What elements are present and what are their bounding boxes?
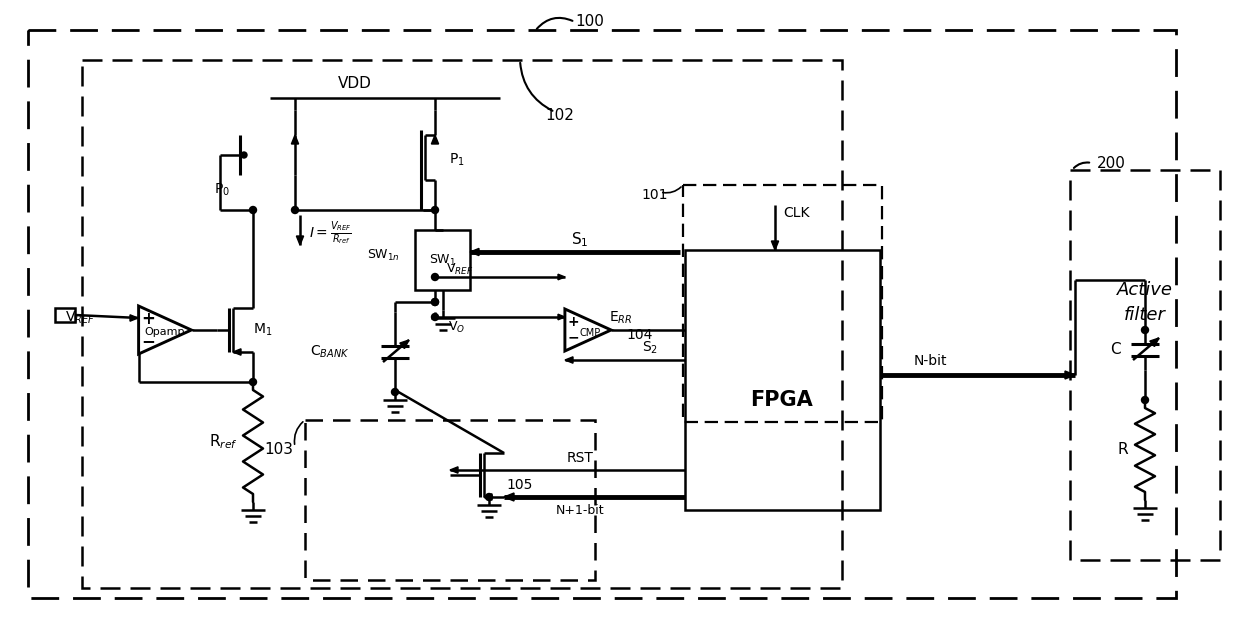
Text: V$_O$: V$_O$ xyxy=(449,320,465,335)
Text: 101: 101 xyxy=(642,188,668,202)
Circle shape xyxy=(241,152,247,158)
Polygon shape xyxy=(484,494,492,500)
Text: M$_1$: M$_1$ xyxy=(253,322,273,338)
Polygon shape xyxy=(771,241,779,250)
Text: R: R xyxy=(1117,443,1128,458)
Text: N-bit: N-bit xyxy=(913,354,947,368)
Polygon shape xyxy=(503,493,515,501)
Text: S$_2$: S$_2$ xyxy=(642,340,658,356)
Text: CMP: CMP xyxy=(579,328,600,338)
Text: SW$_{1n}$: SW$_{1n}$ xyxy=(367,247,399,263)
Polygon shape xyxy=(233,349,241,355)
Circle shape xyxy=(432,274,439,281)
Text: C: C xyxy=(1110,342,1120,357)
Polygon shape xyxy=(558,314,565,320)
Text: 103: 103 xyxy=(264,443,293,458)
Polygon shape xyxy=(432,135,439,144)
Polygon shape xyxy=(1149,338,1159,347)
Text: N+1-bit: N+1-bit xyxy=(556,504,604,517)
Text: SW$_1$: SW$_1$ xyxy=(429,252,456,268)
Text: $I{=}\frac{V_{REF}}{R_{ref}}$: $I{=}\frac{V_{REF}}{R_{ref}}$ xyxy=(309,219,351,247)
Polygon shape xyxy=(558,274,565,280)
Polygon shape xyxy=(130,315,138,321)
Polygon shape xyxy=(291,135,299,144)
Text: Active: Active xyxy=(1117,281,1173,299)
Text: V$_{REF}$: V$_{REF}$ xyxy=(446,261,474,276)
Text: +: + xyxy=(568,315,579,330)
Text: Opamp: Opamp xyxy=(145,327,185,337)
Text: −: − xyxy=(141,332,155,350)
Polygon shape xyxy=(470,249,479,256)
Circle shape xyxy=(432,313,439,320)
Text: filter: filter xyxy=(1125,306,1166,324)
Circle shape xyxy=(249,207,257,214)
Text: P$_1$: P$_1$ xyxy=(449,152,465,168)
Text: 100: 100 xyxy=(575,14,604,30)
Polygon shape xyxy=(565,357,573,363)
Circle shape xyxy=(1142,396,1148,404)
Text: VDD: VDD xyxy=(339,77,372,92)
Text: RST: RST xyxy=(567,451,594,465)
Circle shape xyxy=(432,298,439,305)
Circle shape xyxy=(432,207,439,214)
Text: S$_1$: S$_1$ xyxy=(572,230,589,249)
Text: 105: 105 xyxy=(507,478,533,492)
Text: P$_0$: P$_0$ xyxy=(215,181,229,198)
Polygon shape xyxy=(296,236,304,245)
Text: +: + xyxy=(141,310,155,328)
Polygon shape xyxy=(399,340,409,349)
Circle shape xyxy=(291,207,299,214)
Text: 104: 104 xyxy=(626,328,652,342)
Text: V$_{REF}$: V$_{REF}$ xyxy=(64,310,95,326)
Circle shape xyxy=(249,379,257,386)
Text: C$_{BANK}$: C$_{BANK}$ xyxy=(310,344,350,360)
Polygon shape xyxy=(1065,371,1075,379)
Text: 102: 102 xyxy=(546,107,574,122)
Circle shape xyxy=(432,298,439,305)
Polygon shape xyxy=(565,309,611,351)
Text: −: − xyxy=(568,330,579,345)
Polygon shape xyxy=(139,306,191,354)
Circle shape xyxy=(1142,327,1148,333)
Text: E$_{RR}$: E$_{RR}$ xyxy=(609,310,632,326)
Text: R$_{ref}$: R$_{ref}$ xyxy=(208,433,237,452)
Polygon shape xyxy=(450,467,458,474)
Circle shape xyxy=(486,494,492,501)
Text: 200: 200 xyxy=(1097,156,1126,171)
Text: FPGA: FPGA xyxy=(750,390,813,410)
Text: CLK: CLK xyxy=(784,206,810,220)
Circle shape xyxy=(392,389,398,396)
